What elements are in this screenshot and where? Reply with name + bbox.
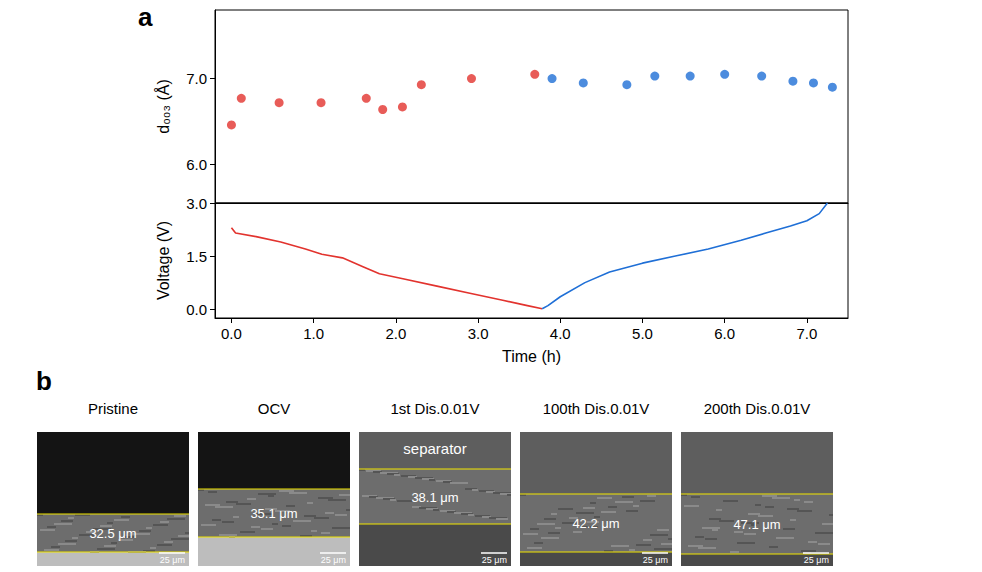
svg-text:25 μm: 25 μm bbox=[643, 555, 668, 565]
svg-text:35.1 μm: 35.1 μm bbox=[250, 506, 297, 521]
svg-text:25 μm: 25 μm bbox=[160, 555, 185, 565]
svg-text:0.0: 0.0 bbox=[186, 301, 207, 318]
svg-text:separator: separator bbox=[403, 440, 466, 457]
html-text:Pristine: Pristine bbox=[88, 400, 138, 417]
svg-text:5.0: 5.0 bbox=[632, 325, 653, 342]
svg-text:25 μm: 25 μm bbox=[804, 555, 829, 565]
html-text:b: b bbox=[36, 366, 52, 396]
svg-text:Time (h): Time (h) bbox=[502, 348, 561, 365]
svg-text:6.0: 6.0 bbox=[714, 325, 735, 342]
svg-text:3.0: 3.0 bbox=[186, 195, 207, 212]
svg-text:1.5: 1.5 bbox=[186, 248, 207, 265]
html-text:a: a bbox=[138, 2, 153, 32]
svg-text:6.0: 6.0 bbox=[186, 156, 207, 173]
html-text:200th Dis.0.01V: 200th Dis.0.01V bbox=[703, 400, 811, 417]
svg-text:7.0: 7.0 bbox=[186, 70, 207, 87]
svg-text:7.0: 7.0 bbox=[796, 325, 817, 342]
html-text:1st Dis.0.01V: 1st Dis.0.01V bbox=[390, 400, 480, 417]
svg-text:1.0: 1.0 bbox=[303, 325, 324, 342]
svg-text:2.0: 2.0 bbox=[385, 325, 406, 342]
html-text:100th Dis.0.01V: 100th Dis.0.01V bbox=[542, 400, 650, 417]
svg-text:32.5 μm: 32.5 μm bbox=[89, 526, 136, 541]
svg-text:d₀₀₃ (Å): d₀₀₃ (Å) bbox=[154, 79, 172, 133]
svg-text:47.1 μm: 47.1 μm bbox=[733, 517, 780, 532]
svg-text:4.0: 4.0 bbox=[550, 325, 571, 342]
svg-text:25 μm: 25 μm bbox=[482, 555, 507, 565]
svg-text:0.0: 0.0 bbox=[221, 325, 242, 342]
svg-text:42.2 μm: 42.2 μm bbox=[572, 516, 619, 531]
svg-text:3.0: 3.0 bbox=[468, 325, 489, 342]
svg-text:38.1 μm: 38.1 μm bbox=[411, 490, 458, 505]
svg-text:25 μm: 25 μm bbox=[321, 555, 346, 565]
svg-text:Voltage (V): Voltage (V) bbox=[155, 221, 172, 300]
html-text:OCV: OCV bbox=[257, 400, 291, 417]
